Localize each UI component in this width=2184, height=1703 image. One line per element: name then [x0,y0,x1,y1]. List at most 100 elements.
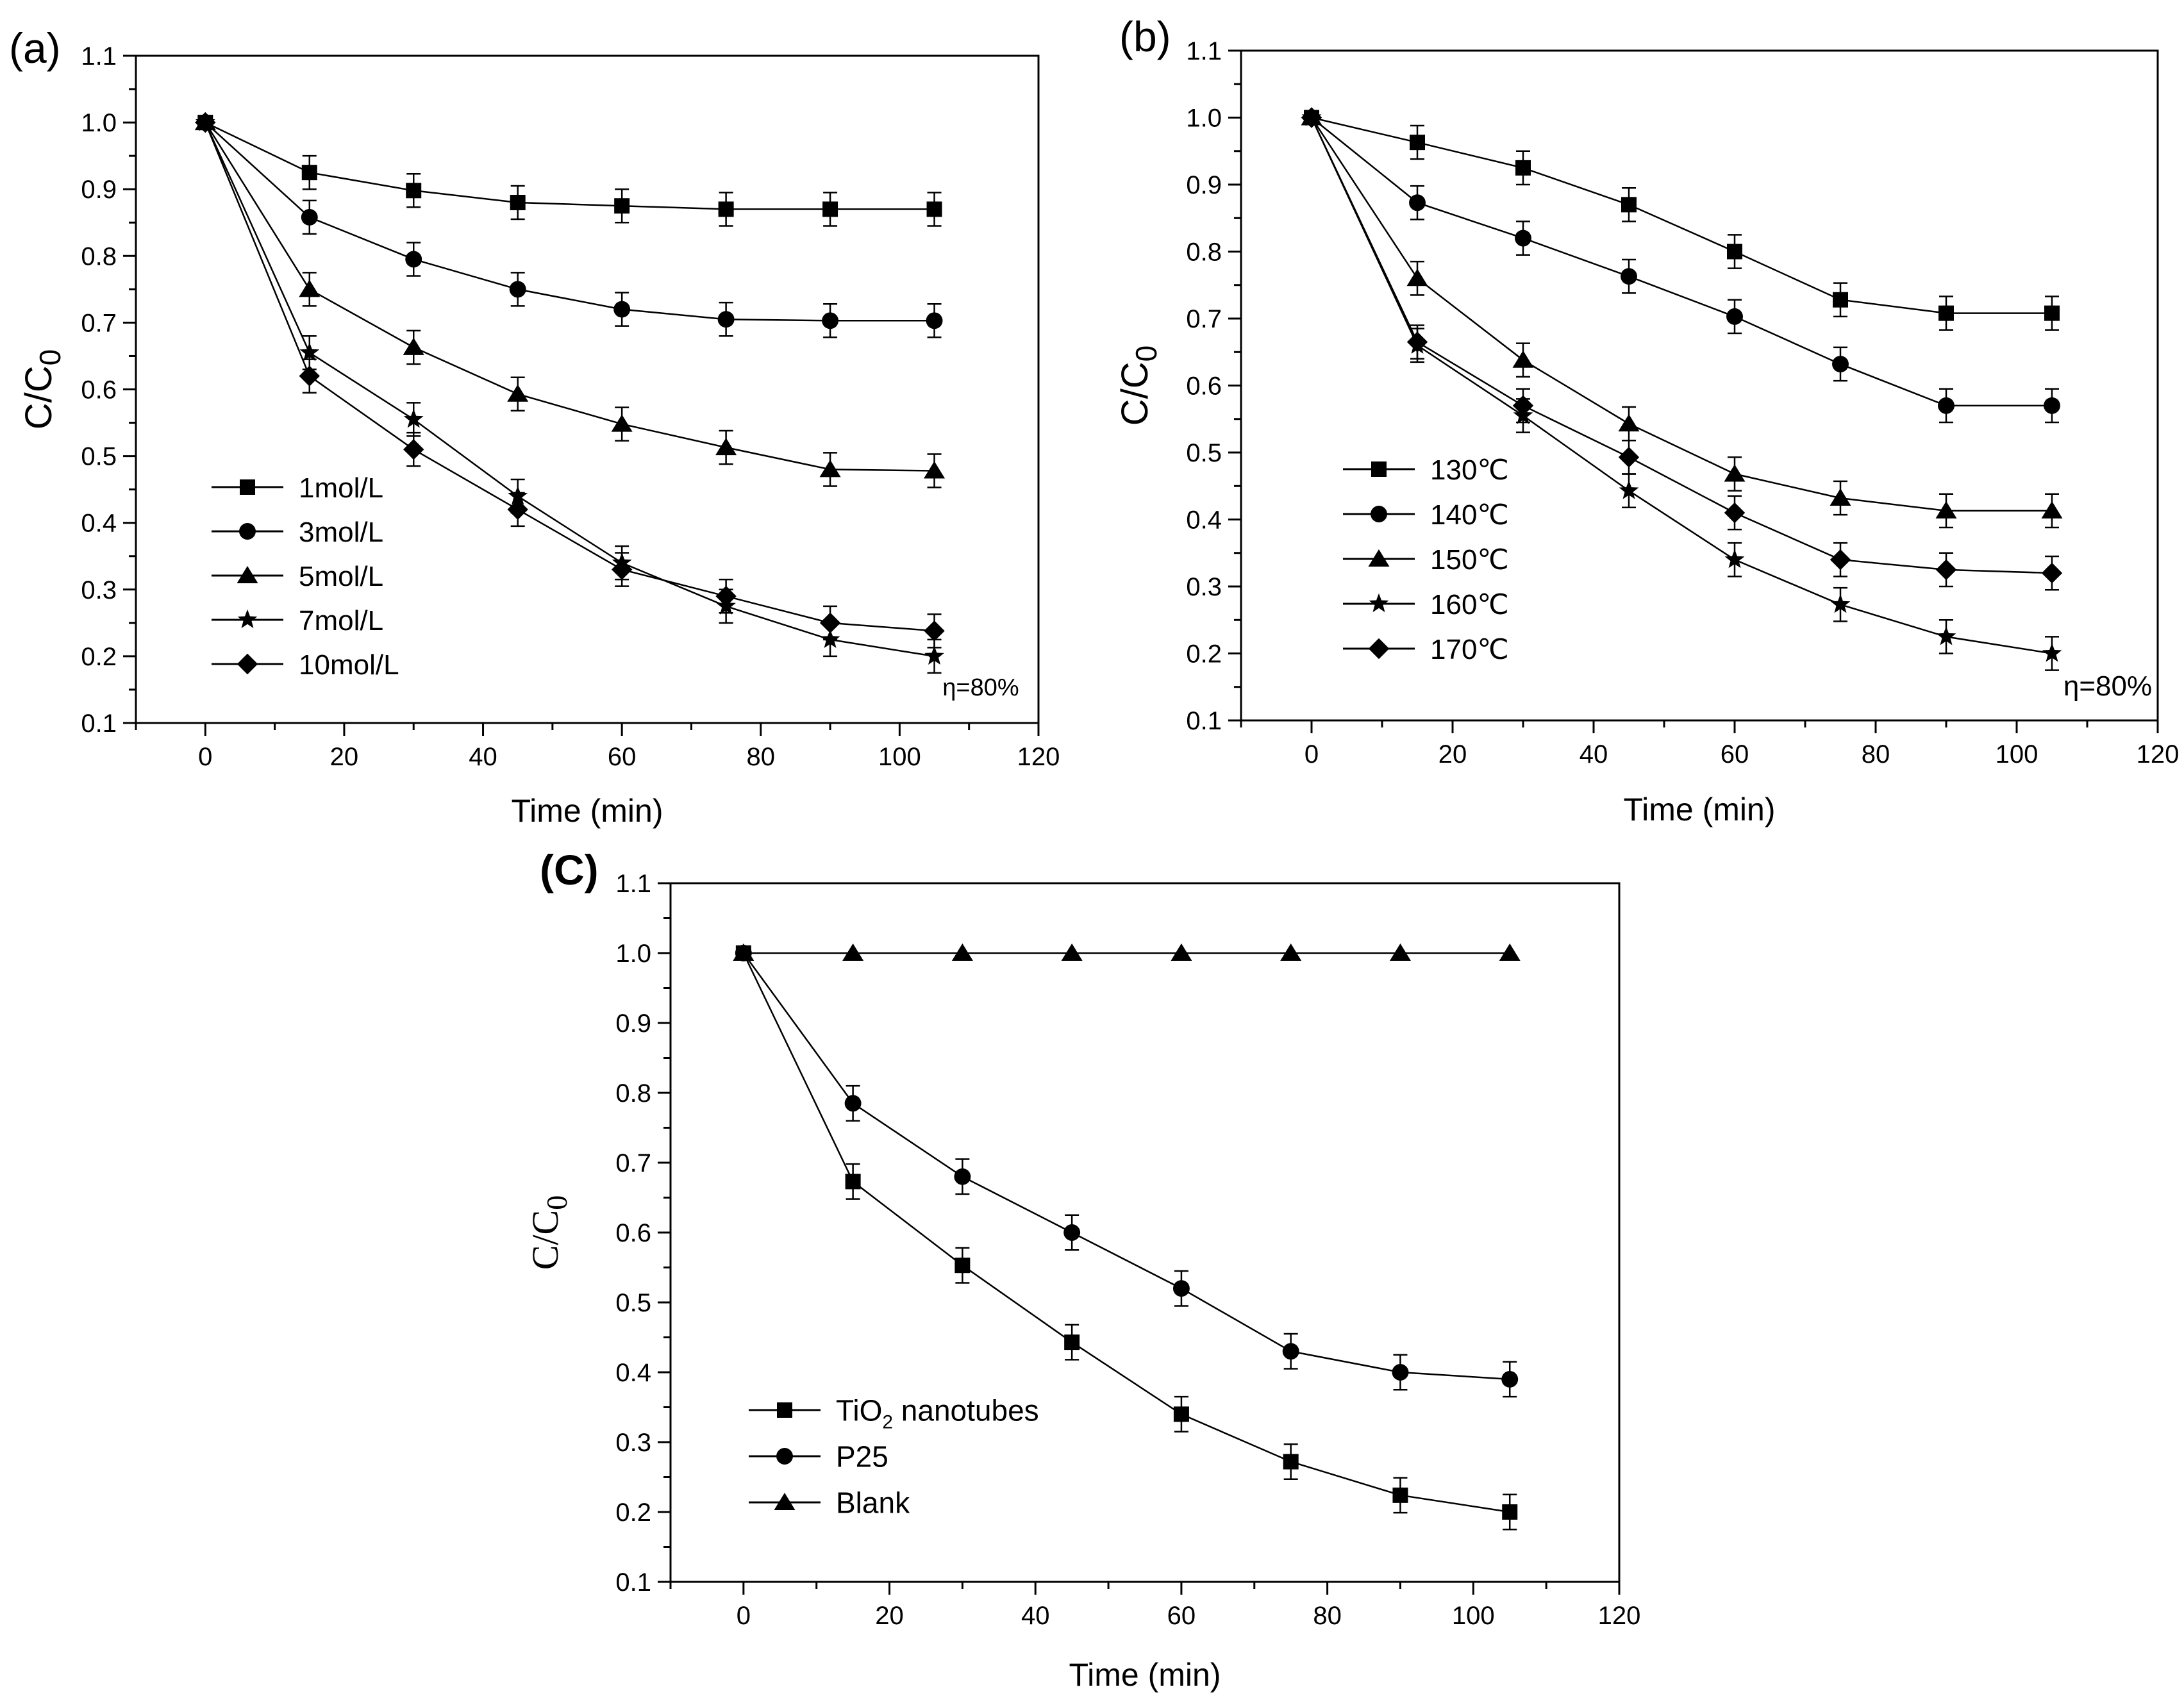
data-point [2044,397,2060,414]
series-1 [1304,110,2060,331]
series-line [204,121,935,210]
series-line [742,952,1510,1381]
data-point [1502,1504,1518,1520]
plot-frame [135,54,1040,724]
y-axis-label: C/C0 [18,349,67,429]
plot-frame [669,882,1621,1583]
x-tick-label: 40 [1580,740,1608,768]
y-tick-label: 0.7 [615,1149,651,1177]
legend-marker [774,1493,796,1510]
legend-label-tail: nanotubes [893,1394,1039,1427]
y-tick-label: 0.2 [1186,640,1222,669]
legend-label: 7mol/L [299,605,383,636]
data-point [2044,305,2060,321]
series-line [1311,117,2052,407]
series-line [1310,117,2052,512]
x-tick-label: 40 [1021,1602,1050,1630]
series-5 [195,112,945,649]
legend-label-text: 5mol/L [299,561,383,592]
x-axis-label: Time (min) [1069,1657,1221,1693]
data-point [954,1168,971,1185]
series-3 [194,113,946,488]
data-point [1936,626,1956,645]
legend-marker [237,609,258,629]
y-tick-label: 0.6 [1186,372,1222,401]
data-point [842,943,864,961]
legend-label: 3mol/L [299,517,383,548]
legend-item: 140℃ [1343,499,1509,531]
data-point [844,1095,862,1112]
legend-label-text: 150℃ [1430,544,1509,576]
data-point [1392,1487,1408,1503]
x-axis-label: Time (min) [1623,792,1775,827]
data-point [299,342,320,361]
y-tick-label: 0.5 [615,1289,651,1317]
series-3 [733,943,1521,961]
x-tick-label: 0 [198,743,212,771]
data-point [822,312,839,329]
data-point [405,251,422,268]
chart-panel-c: 0 20 40 60 80 100 1200.10.20.30.40.50.60.70.80… [524,846,1640,1693]
data-point [1171,943,1192,961]
y-tick-label: 0.5 [1186,439,1222,467]
y-tick-label: 0.3 [615,1429,651,1457]
legend-marker [776,1448,793,1465]
data-point [613,301,631,318]
x-tick-label: 60 [1167,1602,1196,1630]
legend-marker [239,523,256,540]
legend-label: 150℃ [1430,544,1509,576]
x-tick-label: 80 [1862,740,1890,768]
data-point [403,438,424,460]
data-point [1724,464,1746,482]
legend-marker [237,566,258,583]
data-point [924,461,946,479]
x-tick-label: 60 [1721,740,1749,768]
series-line [204,122,935,472]
data-point [951,943,973,961]
legend-item: 5mol/L [212,561,383,592]
legend-marker [1368,638,1390,660]
y-tick-label: 0.2 [81,643,117,671]
data-point [718,201,734,217]
y-tick-label: 0.3 [81,576,117,604]
legend-label: 160℃ [1430,589,1509,620]
legend-marker [1368,549,1390,567]
y-tick-label: 0.8 [81,242,117,270]
data-point [510,195,526,211]
data-point [1282,1343,1299,1360]
chart-panel-a: 0 20 40 60 80 100 120 0.1 0.2 0.3 0.4 0.5 0.6 0.7 0.8 0… [9,24,1060,829]
data-point [1833,292,1848,308]
y-tick-label: 0.4 [1186,506,1222,535]
legend-label: Blank [836,1486,910,1520]
data-point [1389,943,1411,961]
y-tick-label: 1.0 [81,109,117,137]
chart-panel-b: 0 20 40 60 80 100 120 0.1 0.2 0.3 0.4 0.5 0.6 0.7 0.8 0… [1114,13,2179,827]
legend-item: 160℃ [1343,589,1509,620]
plot-frame [1240,49,2159,722]
legend-marker [240,479,255,495]
x-axis-label: Time (min) [511,793,663,829]
data-point [1830,488,1851,506]
data-point [2041,562,2063,584]
legend-item: 10mol/L [212,649,399,681]
data-point [507,384,529,402]
data-point [1935,501,1957,519]
x-tick-label: 100 [878,743,921,771]
x-tick-label: 80 [747,743,776,771]
legend-label: 130℃ [1430,454,1509,486]
legend-label-text: 140℃ [1430,499,1509,531]
series-line [204,122,935,632]
data-point [1935,559,1957,581]
data-point [406,183,422,199]
y-tick-label: 0.9 [615,1009,651,1038]
legend-label: TiO2 nanotubes [836,1394,1039,1433]
series-line [204,122,935,322]
data-point [1619,480,1639,499]
legend-marker [777,1402,792,1418]
series-line [1311,117,2052,314]
x-tick-label: 0 [1305,740,1319,768]
data-point [1515,160,1531,176]
data-point [1173,1406,1189,1422]
legend-label-text: Blank [836,1486,910,1520]
legend-item: 150℃ [1343,544,1509,576]
